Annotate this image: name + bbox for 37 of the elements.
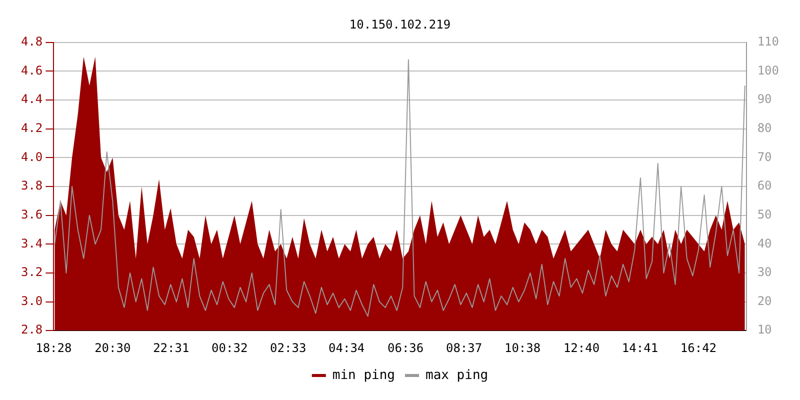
chart-title: 10.150.102.219: [349, 17, 451, 32]
y-tick-label: 3.2: [20, 265, 43, 280]
x-tick-label: 04:34: [328, 340, 365, 355]
y2-tick-label: 100: [757, 63, 780, 78]
x-tick-label: 08:37: [446, 340, 482, 355]
y2-tick-label: 10: [757, 322, 772, 337]
y-tick-label: 4.0: [20, 150, 43, 164]
x-tick-label: 20:30: [94, 340, 131, 355]
y2-tick-label: 80: [757, 120, 772, 135]
y-tick-label: 2.8: [20, 322, 43, 337]
x-tick-label: 12:40: [563, 340, 600, 355]
y-tick-label: 3.8: [20, 178, 43, 193]
y-tick-label: 3.6: [20, 207, 43, 222]
legend-label: min ping: [332, 368, 396, 383]
y-tick-label: 4.2: [20, 120, 43, 135]
y-tick-label: 4.8: [20, 34, 43, 49]
y-tick-label: 4.6: [20, 63, 43, 78]
y2-tick-label: 60: [757, 178, 772, 193]
x-tick-label: 18:28: [36, 340, 72, 355]
x-tick-label: 22:31: [153, 340, 190, 355]
y2-tick-label: 20: [757, 294, 772, 308]
legend-label: max ping: [426, 368, 488, 383]
y2-tick-label: 90: [757, 92, 772, 106]
x-tick-label: 00:32: [212, 340, 248, 355]
y2-tick-label: 110: [757, 34, 780, 49]
y2-tick-label: 50: [757, 207, 772, 222]
y-tick-label: 4.4: [20, 92, 43, 106]
x-tick-label: 16:42: [680, 340, 717, 355]
x-tick-label: 10:38: [504, 340, 541, 355]
y2-tick-label: 40: [757, 236, 772, 250]
y-tick-label: 3.4: [20, 236, 43, 250]
y-tick-label: 3.0: [20, 294, 43, 308]
y2-tick-label: 70: [757, 150, 772, 164]
x-tick-label: 02:33: [270, 340, 306, 355]
x-tick-label: 06:36: [387, 340, 424, 355]
x-tick-label: 14:41: [622, 340, 658, 355]
y2-tick-label: 30: [757, 265, 772, 280]
